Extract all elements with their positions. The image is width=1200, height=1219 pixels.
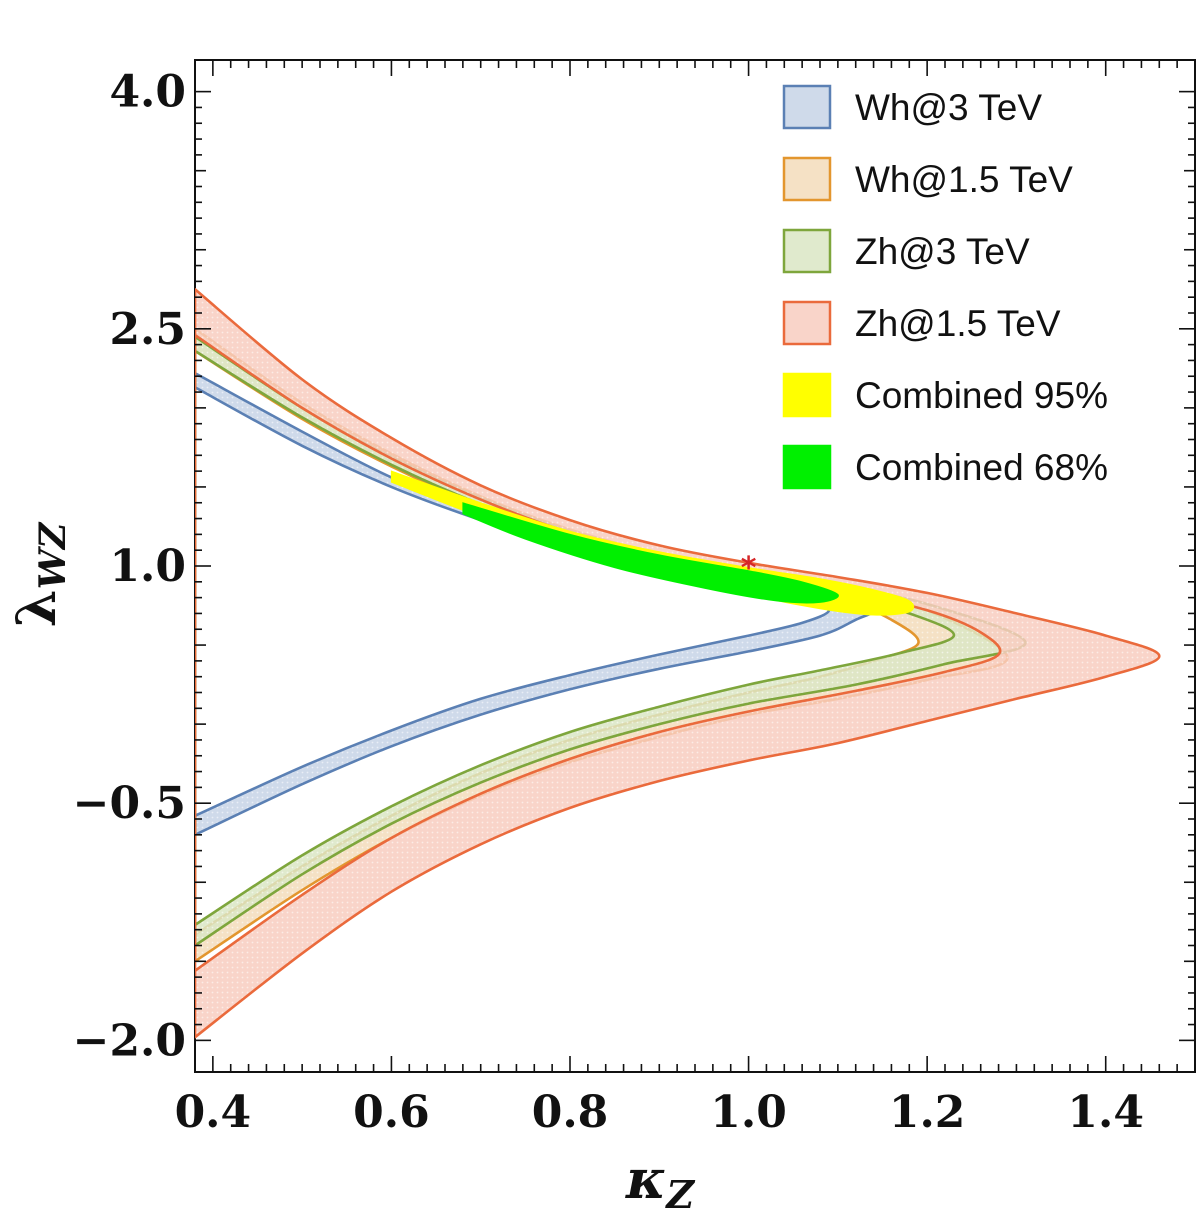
legend-item-combined-95: Combined 95% — [782, 372, 1108, 418]
legend-swatch — [782, 300, 832, 346]
y-tick-label: 4.0 — [109, 67, 186, 118]
sm-reference-point-marker: * — [741, 551, 757, 586]
y-axis-title: λWZ — [4, 521, 74, 627]
legend-label: Combined 95% — [855, 375, 1108, 416]
legend-item-wh-3-tev: Wh@3 TeV — [782, 84, 1042, 130]
y-tick-label: 2.5 — [109, 304, 186, 355]
legend-label: Combined 68% — [855, 447, 1108, 488]
x-tick-label: 1.4 — [1067, 1087, 1144, 1138]
legend-item-combined-68: Combined 68% — [782, 444, 1108, 490]
legend-item-zh-3-tev: Zh@3 TeV — [782, 228, 1030, 274]
x-tick-label: 0.6 — [353, 1087, 430, 1138]
legend-label: Wh@3 TeV — [855, 87, 1042, 128]
region-outline-zh-1-5-tev — [195, 288, 1161, 1039]
legend-label: Wh@1.5 TeV — [855, 159, 1073, 200]
legend-label: Zh@1.5 TeV — [855, 303, 1061, 344]
x-tick-label: 0.8 — [532, 1087, 609, 1138]
plot-regions: * — [195, 288, 1161, 1039]
legend-swatch — [782, 156, 832, 202]
region-combined-68 — [462, 502, 839, 604]
y-tick-labels: −2.0 −0.5 1.0 2.5 4.0 — [73, 67, 186, 1067]
y-tick-label: 1.0 — [109, 541, 186, 592]
y-tick-label: −0.5 — [73, 778, 186, 829]
y-axis-subscript: WZ — [32, 521, 74, 589]
x-axis-subscript: Z — [664, 1172, 695, 1217]
legend-swatch — [782, 228, 832, 274]
legend: Wh@3 TeV Wh@1.5 TeV Zh@3 TeV Zh@1.5 TeV Comb… — [782, 84, 1108, 490]
y-tick-label: −2.0 — [73, 1015, 186, 1066]
legend-item-zh-1-5-tev: Zh@1.5 TeV — [782, 300, 1061, 346]
x-tick-label: 0.4 — [175, 1087, 252, 1138]
legend-item-wh-1-5-tev: Wh@1.5 TeV — [782, 156, 1073, 202]
x-tick-labels: 0.4 0.6 0.8 1.0 1.2 1.4 — [175, 1087, 1144, 1138]
legend-label: Zh@3 TeV — [855, 231, 1030, 272]
x-tick-label: 1.0 — [710, 1087, 787, 1138]
x-tick-label: 1.2 — [889, 1087, 966, 1138]
legend-swatch — [782, 372, 832, 418]
y-axis-symbol: λ — [4, 589, 68, 627]
x-axis-title: κZ — [625, 1147, 695, 1217]
legend-swatch — [782, 444, 832, 490]
x-axis-symbol: κ — [625, 1147, 666, 1211]
legend-swatch — [782, 84, 832, 130]
axis-ticks — [195, 60, 1196, 1072]
